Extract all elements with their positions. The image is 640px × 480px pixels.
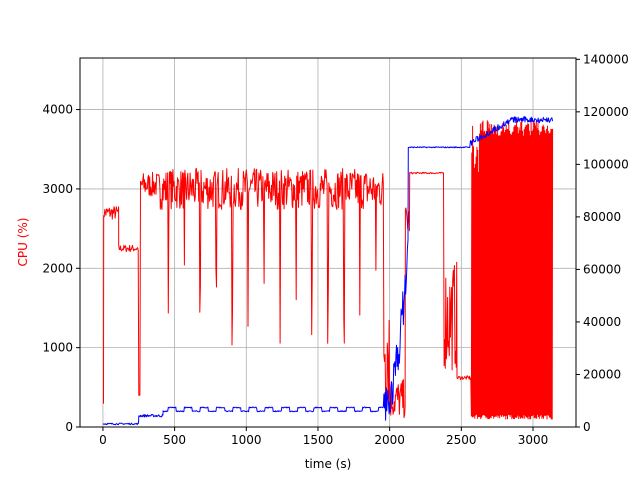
y2-tick-label: 60000 bbox=[583, 262, 621, 276]
y2-tick-label: 40000 bbox=[583, 315, 621, 329]
y2-tick-label: 120000 bbox=[583, 105, 629, 119]
x-tick-label: 500 bbox=[163, 433, 186, 447]
plot-frame bbox=[79, 57, 577, 428]
red-series-line bbox=[102, 120, 554, 420]
x-tick-label: 1000 bbox=[231, 433, 262, 447]
x-tick-label: 0 bbox=[99, 433, 107, 447]
y2-tick-label: 80000 bbox=[583, 210, 621, 224]
y2-tick-label: 140000 bbox=[583, 52, 629, 66]
ticks: 0 500 1000 1500 2000 2500 3000 0 1000 2000 3000 400… bbox=[42, 52, 628, 447]
x-tick-label: 3000 bbox=[518, 433, 549, 447]
x-axis-label: time (s) bbox=[305, 457, 352, 471]
x-tick-label: 1500 bbox=[303, 433, 334, 447]
y-tick-label: 2000 bbox=[42, 261, 73, 275]
blue-series-line bbox=[102, 116, 553, 426]
x-tick-label: 2500 bbox=[446, 433, 477, 447]
y-tick-label: 1000 bbox=[42, 341, 73, 355]
y-tick-label: 0 bbox=[65, 420, 73, 434]
y-axis-label: CPU (%) bbox=[16, 218, 30, 267]
y2-tick-label: 0 bbox=[583, 420, 591, 434]
y-tick-label: 4000 bbox=[42, 103, 73, 117]
y2-tick-label: 20000 bbox=[583, 367, 621, 381]
y2-tick-label: 100000 bbox=[583, 157, 629, 171]
series-layer bbox=[102, 116, 554, 426]
y-tick-label: 3000 bbox=[42, 182, 73, 196]
x-tick-label: 2000 bbox=[374, 433, 405, 447]
